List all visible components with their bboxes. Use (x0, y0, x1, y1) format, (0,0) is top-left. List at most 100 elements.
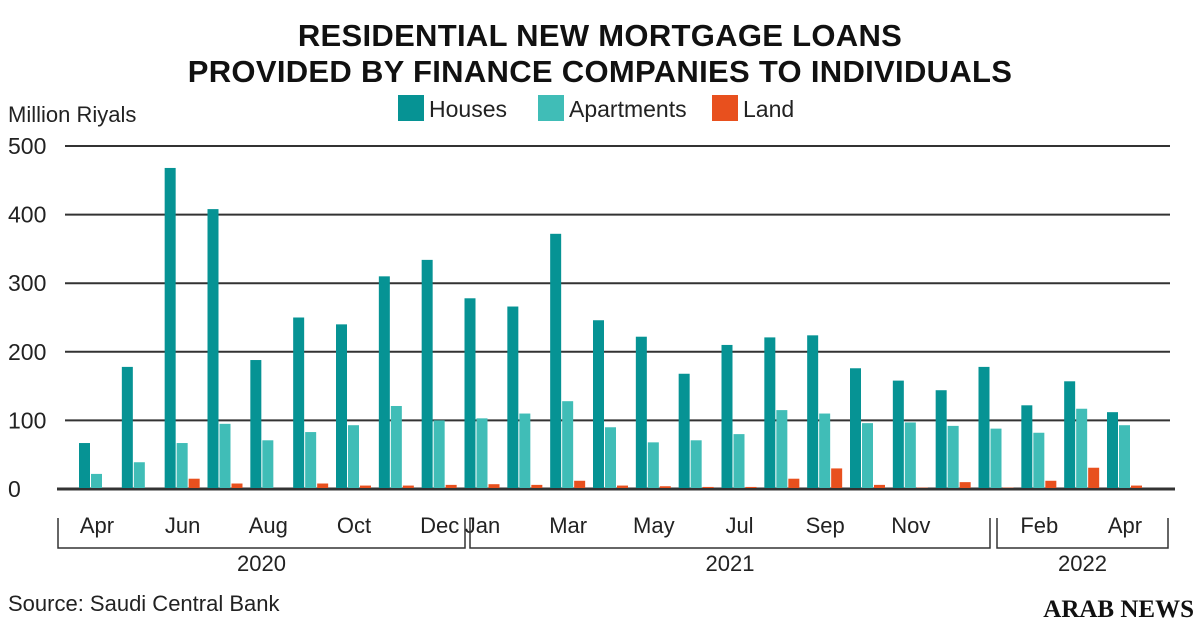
bar-apartments-aug-2021 (776, 410, 788, 488)
bar-houses-sep-2021 (807, 335, 819, 488)
bar-land-feb-2022 (1045, 480, 1057, 488)
bar-land-oct-2020 (360, 485, 371, 488)
x-tick-sep: Sep (806, 513, 845, 538)
x-tick-dec: Dec (420, 513, 459, 538)
x-tick-jul: Jul (725, 513, 753, 538)
bar-apartments-may-2020 (133, 462, 145, 488)
bar-houses-may-2021 (635, 336, 647, 488)
bar-houses-apr-2020 (79, 443, 90, 488)
bar-land-jan-2021 (488, 484, 500, 488)
bar-land-sep-2021 (831, 468, 843, 488)
year-label-2021: 2021 (706, 551, 755, 576)
bar-land-mar-2021 (574, 480, 586, 488)
bar-houses-dec-2020 (421, 259, 433, 488)
y-tick-400: 400 (8, 202, 46, 228)
bar-land-nov-2020 (402, 485, 414, 488)
year-bracket-2021 (469, 518, 991, 549)
bar-houses-may-2020 (121, 366, 133, 488)
bar-houses-apr-2022 (1107, 412, 1118, 488)
bar-apartments-nov-2020 (390, 405, 402, 488)
bar-land-jul-2021 (745, 486, 757, 488)
bar-houses-jul-2021 (721, 344, 733, 488)
bar-houses-jun-2021 (678, 373, 690, 488)
bar-apartments-may-2021 (647, 442, 659, 488)
bar-houses-jun-2020 (164, 167, 176, 488)
year-bracket-2020 (57, 518, 466, 549)
bar-land-sep-2020 (317, 483, 329, 488)
legend-label-land: Land (743, 96, 794, 122)
x-tick-oct: Oct (337, 513, 371, 538)
brand-logo: ARAB NEWS (1043, 596, 1194, 623)
y-tick-300: 300 (8, 270, 46, 296)
bar-houses-nov-2020 (378, 276, 390, 488)
source-note: Source: Saudi Central Bank (8, 591, 280, 616)
legend-swatch-houses (398, 95, 424, 121)
x-tick-apr: Apr (1108, 513, 1142, 538)
bar-apartments-aug-2020 (262, 440, 274, 488)
x-tick-aug: Aug (249, 513, 288, 538)
bar-houses-mar-2021 (550, 233, 562, 488)
gridlines: 0 100 200 300 400 500 (8, 133, 1175, 502)
y-tick-100: 100 (8, 407, 46, 433)
bar-houses-mar-2022 (1064, 381, 1076, 488)
bar-apartments-feb-2022 (1033, 432, 1045, 488)
y-tick-500: 500 (8, 133, 46, 159)
x-tick-feb: Feb (1020, 513, 1058, 538)
bar-apartments-dec-2020 (433, 420, 445, 488)
legend-label-apartments: Apartments (569, 96, 687, 122)
bar-land-may-2021 (659, 486, 671, 488)
bar-houses-aug-2021 (764, 337, 776, 488)
bar-apartments-jun-2021 (690, 440, 702, 488)
chart-title-line-2: PROVIDED BY FINANCE COMPANIES TO INDIVID… (188, 54, 1012, 89)
year-label-2022: 2022 (1058, 551, 1107, 576)
bar-houses-jul-2020 (207, 209, 219, 488)
chart-title-line-1: RESIDENTIAL NEW MORTGAGE LOANS (298, 18, 902, 53)
bar-apartments-jul-2021 (733, 434, 745, 488)
bar-houses-oct-2020 (336, 324, 347, 488)
bar-land-dec-2020 (445, 484, 457, 488)
bar-land-mar-2022 (1088, 467, 1100, 488)
bar-houses-jan-2022 (978, 366, 990, 488)
legend-swatch-apartments (538, 95, 564, 121)
bar-apartments-apr-2021 (605, 427, 616, 488)
bar-houses-dec-2021 (935, 390, 947, 488)
legend-label-houses: Houses (429, 96, 507, 122)
bar-land-aug-2021 (788, 478, 800, 488)
y-tick-200: 200 (8, 339, 46, 365)
bar-houses-feb-2021 (507, 306, 519, 488)
bar-apartments-sep-2021 (819, 413, 831, 488)
bar-houses-jan-2021 (464, 298, 476, 488)
bar-houses-nov-2021 (892, 380, 904, 488)
bar-apartments-jun-2020 (176, 443, 188, 488)
bar-land-jun-2020 (188, 478, 200, 488)
bar-land-apr-2022 (1131, 485, 1142, 488)
bar-apartments-jul-2020 (219, 423, 231, 488)
bar-land-apr-2021 (617, 485, 628, 488)
x-tick-nov: Nov (891, 513, 930, 538)
year-bracket-2022 (996, 518, 1169, 549)
bar-houses-sep-2020 (293, 317, 305, 488)
bar-apartments-apr-2022 (1119, 425, 1130, 488)
bar-land-dec-2021 (959, 482, 971, 488)
bar-land-oct-2021 (874, 484, 885, 488)
bar-apartments-feb-2021 (519, 413, 531, 488)
bar-apartments-jan-2021 (476, 418, 488, 488)
bar-apartments-jan-2022 (990, 428, 1002, 488)
bars (79, 167, 1142, 488)
bar-houses-oct-2021 (850, 368, 861, 488)
x-tick-mar: Mar (549, 513, 587, 538)
legend: Houses Apartments Land (398, 95, 794, 122)
x-axis: Apr Jun Aug Oct Dec Jan Mar May Jul Sep Nov Feb Apr2… (57, 513, 1169, 576)
bar-land-jun-2021 (702, 486, 714, 488)
bar-apartments-sep-2020 (305, 432, 317, 488)
y-axis-label: Million Riyals (8, 102, 136, 127)
year-label-2020: 2020 (237, 551, 286, 576)
bar-land-feb-2021 (531, 484, 543, 488)
legend-swatch-land (712, 95, 738, 121)
bar-houses-apr-2021 (593, 320, 604, 488)
bar-houses-feb-2022 (1021, 405, 1033, 488)
bar-apartments-mar-2021 (562, 401, 574, 488)
bar-apartments-oct-2021 (862, 423, 873, 488)
bar-apartments-apr-2020 (91, 473, 102, 488)
